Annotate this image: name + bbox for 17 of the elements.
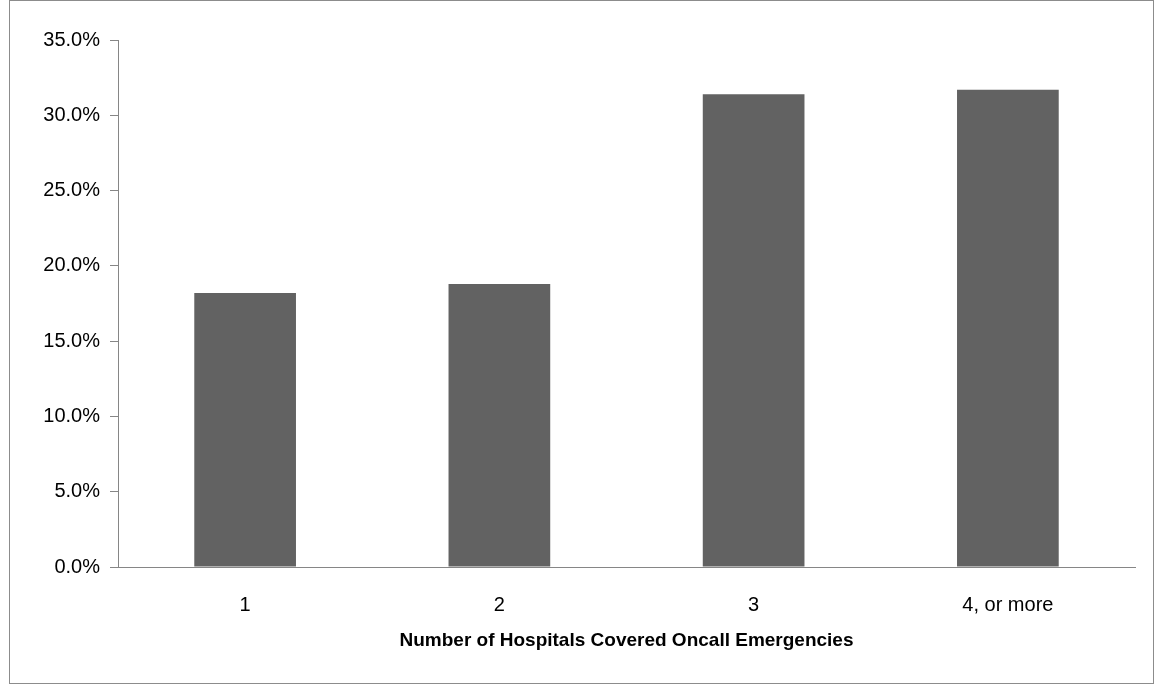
x-tick-label: 4, or more bbox=[962, 592, 1054, 615]
y-tick-label: 10.0% bbox=[43, 403, 101, 426]
x-tick-label: 2 bbox=[493, 592, 505, 615]
x-tick-label: 1 bbox=[239, 592, 251, 615]
y-tick-label: 30.0% bbox=[43, 102, 101, 125]
bar bbox=[448, 283, 551, 567]
bar bbox=[702, 94, 805, 567]
y-tick-label: 25.0% bbox=[43, 178, 101, 201]
bar bbox=[194, 292, 296, 567]
y-tick-label: 0.0% bbox=[54, 554, 101, 577]
bar bbox=[957, 89, 1059, 567]
x-axis-title: Number of Hospitals Covered Oncall Emergencies bbox=[399, 628, 854, 650]
y-tick-label: 5.0% bbox=[54, 479, 101, 502]
y-tick-label: 35.0% bbox=[43, 27, 101, 50]
y-tick-label: 15.0% bbox=[43, 328, 101, 351]
x-tick-label: 3 bbox=[748, 592, 760, 615]
y-tick-label: 20.0% bbox=[43, 253, 101, 276]
